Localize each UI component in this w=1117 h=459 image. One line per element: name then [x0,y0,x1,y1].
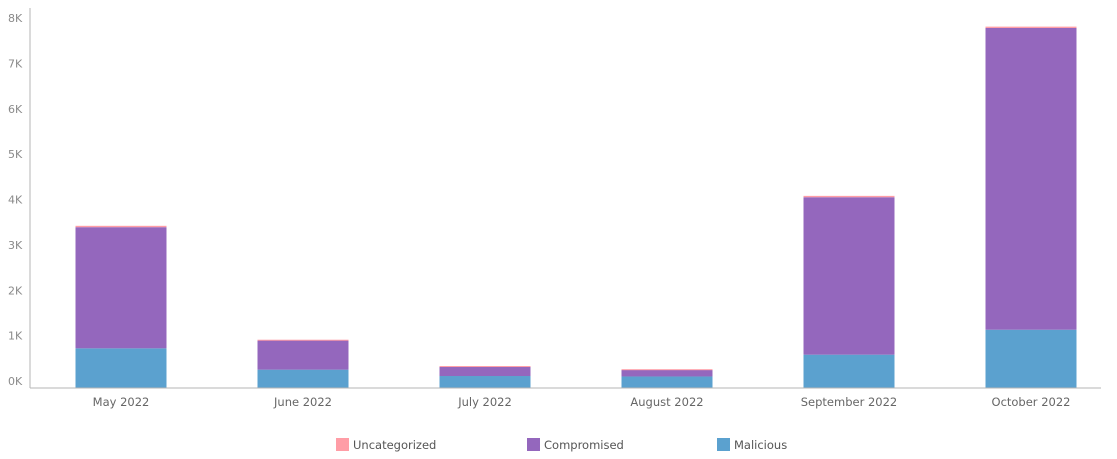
bar-segment-malicious[interactable] [985,329,1077,388]
legend-label-malicious[interactable]: Malicious [734,438,787,452]
bar-segment-malicious[interactable] [621,376,713,388]
y-tick-label: 7K [8,57,23,70]
bar-segment-malicious[interactable] [75,348,167,388]
legend: Uncategorized Compromised Malicious [336,438,787,452]
legend-label-uncategorized[interactable]: Uncategorized [353,438,436,452]
legend-label-compromised[interactable]: Compromised [544,438,624,452]
x-axis: May 2022 June 2022 July 2022 August 2022 Sep… [30,387,1101,409]
y-tick-label: 3K [8,239,23,252]
x-tick-label: October 2022 [992,395,1071,409]
x-tick-label: September 2022 [801,395,898,409]
bar-segment-compromised[interactable] [803,197,895,355]
bar-segment-uncategorized[interactable] [803,195,895,198]
y-axis: 0K 1K 2K 3K 4K 5K 6K 7K 8K [8,8,31,388]
bar-segment-compromised[interactable] [985,27,1077,330]
bar-segment-malicious[interactable] [439,376,531,388]
bars [75,26,1077,388]
y-tick-label: 2K [8,284,23,297]
bar-segment-uncategorized[interactable] [257,339,349,341]
x-tick-label: May 2022 [93,395,150,409]
bar-segment-uncategorized[interactable] [75,225,167,228]
bar-segment-uncategorized[interactable] [439,366,531,368]
legend-swatch-uncategorized[interactable] [336,438,349,451]
bar-segment-uncategorized[interactable] [621,369,713,371]
y-tick-label: 5K [8,148,23,161]
legend-swatch-compromised[interactable] [527,438,540,451]
bar-segment-compromised[interactable] [257,340,349,370]
legend-swatch-malicious[interactable] [717,438,730,451]
x-tick-label: July 2022 [457,395,512,409]
y-tick-label: 6K [8,103,23,116]
bar-segment-malicious[interactable] [257,369,349,388]
bar-segment-compromised[interactable] [75,227,167,349]
bar-segment-compromised[interactable] [621,369,713,377]
y-tick-label: 1K [8,330,23,343]
bar-segment-compromised[interactable] [439,366,531,377]
x-tick-label: August 2022 [630,395,703,409]
y-tick-label: 8K [8,12,23,25]
bar-segment-uncategorized[interactable] [985,26,1077,28]
bar-segment-malicious[interactable] [803,354,895,388]
y-tick-label: 4K [8,194,23,207]
x-tick-label: June 2022 [273,395,332,409]
y-tick-label: 0K [8,375,23,388]
